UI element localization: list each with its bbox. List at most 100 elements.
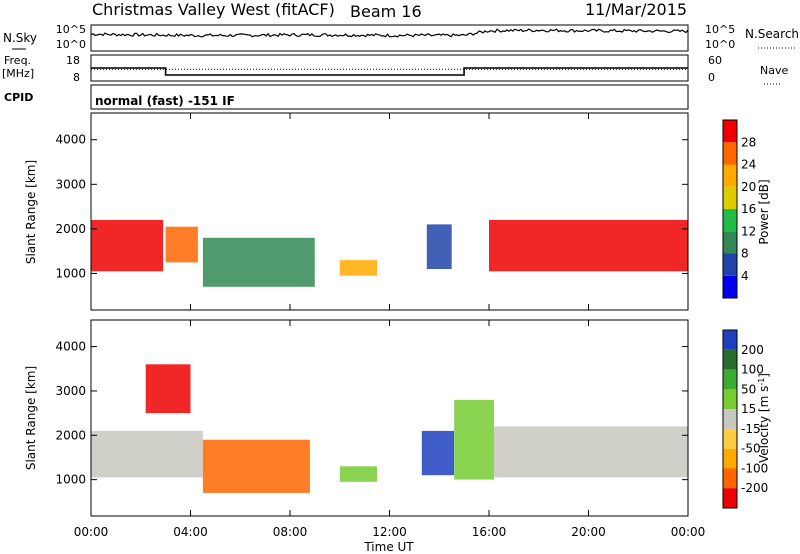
station-title: Christmas Valley West (fitACF): [92, 0, 335, 19]
nave-right-tick-bottom: 0: [708, 71, 715, 84]
power-panel-frame: [90, 112, 689, 311]
velocity-colorbar-swatch-8: [723, 488, 737, 508]
noise-series: [90, 28, 689, 38]
power-colorbar-tick-4: 20: [741, 180, 756, 194]
x-axis-label: Time UT: [363, 540, 414, 554]
velocity-colorbar-tick-3: 15: [741, 402, 756, 416]
power-colorbar-tick-5: 24: [741, 158, 756, 172]
velocity-panel-frame: [90, 319, 689, 517]
velocity-ytick-label-3: 4000: [55, 340, 86, 354]
velocity-patch-3: [339, 466, 378, 482]
power-colorbar-swatch-7: [723, 120, 737, 143]
date-title: 11/Mar/2015: [585, 0, 687, 19]
power-colorbar-tick-3: 16: [741, 202, 756, 216]
beam-title: Beam 16: [350, 2, 422, 21]
power-colorbar-tick-0: 4: [741, 269, 749, 283]
power-patch-0: [91, 220, 164, 272]
noise-left-tick-top: 10^5: [56, 23, 86, 36]
xtick-label-2: 08:00: [273, 525, 308, 539]
power-colorbar: 4 8 12 16 20 24 28: [722, 119, 756, 299]
velocity-colorbar: 200 100 50 15 -15 -50 -100 -200: [722, 329, 768, 509]
nave-right-tick-top: 60: [708, 54, 722, 67]
xtick-label-3: 12:00: [372, 525, 407, 539]
power-colorbar-swatch-5: [723, 164, 737, 187]
power-colorbar-tick-1: 8: [741, 247, 749, 261]
x-axis: 00:00 04:00 08:00 12:00 16:00 20:00 00:00: [74, 113, 706, 539]
xtick-label-6: 00:00: [671, 525, 706, 539]
velocity-patch-4: [421, 430, 455, 476]
velocity-y-axis: 1000 2000 3000 4000: [55, 340, 688, 487]
velocity-colorbar-tick-2: 50: [741, 382, 756, 396]
nsearch-label: N.Search: [745, 27, 799, 41]
freq-label-1: Freq.: [4, 54, 31, 67]
power-patch-1: [165, 226, 198, 263]
xtick-label-1: 04:00: [173, 525, 208, 539]
velocity-colorbar-tick-4: -15: [741, 422, 761, 436]
nsky-label: N.Sky: [3, 31, 37, 45]
power-colorbar-swatch-0: [723, 275, 737, 299]
freq-series: [91, 67, 688, 76]
nave-label: Nave: [760, 64, 788, 77]
velocity-colorbar-swatch-2: [723, 369, 737, 390]
velocity-patch-5: [454, 399, 494, 480]
power-colorbar-tick-6: 28: [741, 135, 756, 149]
noise-panel-frame: [90, 24, 689, 52]
noise-left-tick-bottom: 10^0: [56, 38, 86, 51]
power-ytick-label-3: 4000: [55, 133, 86, 147]
velocity-colorbar-swatch-5: [723, 428, 737, 449]
cpid-label: CPID: [4, 91, 33, 104]
power-colorbar-tick-2: 12: [741, 224, 756, 238]
nsky-line: [90, 28, 689, 38]
velocity-patch-2: [202, 439, 310, 493]
velocity-colorbar-swatch-6: [723, 448, 737, 469]
power-ytick-label-2: 3000: [55, 177, 86, 191]
power-patch-5: [489, 220, 688, 272]
freq-label-2: [MHz]: [2, 67, 34, 80]
velocity-colorbar-swatch-7: [723, 468, 737, 489]
velocity-colorbar-frame: [722, 329, 738, 509]
power-colorbar-frame: [722, 119, 738, 299]
velocity-panel: 1000 2000 3000 4000 Slant Range [km]: [24, 319, 689, 517]
velocity-data-patches: [91, 364, 688, 493]
velocity-colorbar-swatch-4: [723, 409, 737, 429]
freq-left-tick-bottom: 8: [73, 71, 80, 84]
xtick-label-0: 00:00: [74, 525, 109, 539]
cpid-panel-frame: [90, 84, 689, 110]
velocity-y-axis-label: Slant Range [km]: [24, 366, 38, 470]
power-colorbar-label: Power [dB]: [757, 179, 771, 244]
power-ytick-label-0: 1000: [55, 266, 86, 280]
velocity-patch-0: [91, 430, 203, 478]
power-panel: 1000 2000 3000 4000 Slant Range [km]: [24, 112, 689, 311]
power-colorbar-swatch-2: [723, 231, 737, 254]
velocity-colorbar-label: Velocity [m s-1]: [757, 373, 772, 463]
power-colorbar-swatch-3: [723, 209, 737, 232]
velocity-ytick-label-0: 1000: [55, 473, 86, 487]
power-patch-4: [426, 224, 452, 269]
power-colorbar-swatch-6: [723, 142, 737, 165]
xtick-label-5: 20:00: [571, 525, 606, 539]
velocity-colorbar-tick-7: -200: [741, 481, 768, 495]
velocity-patch-6: [494, 426, 688, 478]
velocity-patch-1: [145, 364, 191, 414]
xtick-label-4: 16:00: [472, 525, 507, 539]
velocity-colorbar-swatch-1: [723, 349, 737, 370]
noise-right-tick-top: 10^5: [705, 23, 735, 36]
freq-line: [91, 67, 688, 76]
noise-right-tick-bottom: 10^0: [705, 38, 735, 51]
velocity-colorbar-tick-0: 200: [741, 343, 764, 357]
velocity-colorbar-swatch-3: [723, 389, 737, 410]
velocity-ytick-label-1: 2000: [55, 428, 86, 442]
cpid-text: normal (fast) -151 IF: [95, 94, 235, 108]
velocity-colorbar-tick-5: -50: [741, 442, 761, 456]
power-colorbar-swatch-4: [723, 186, 737, 210]
velocity-colorbar-tick-6: -100: [741, 461, 768, 475]
power-data-patches: [91, 220, 688, 287]
power-colorbar-swatch-1: [723, 253, 737, 276]
velocity-colorbar-swatch-0: [723, 330, 737, 350]
power-patch-3: [339, 260, 378, 276]
power-y-axis-label: Slant Range [km]: [24, 160, 38, 264]
velocity-colorbar-tick-1: 100: [741, 363, 764, 377]
power-y-axis: 1000 2000 3000 4000: [55, 133, 688, 280]
freq-left-tick-top: 18: [66, 54, 80, 67]
